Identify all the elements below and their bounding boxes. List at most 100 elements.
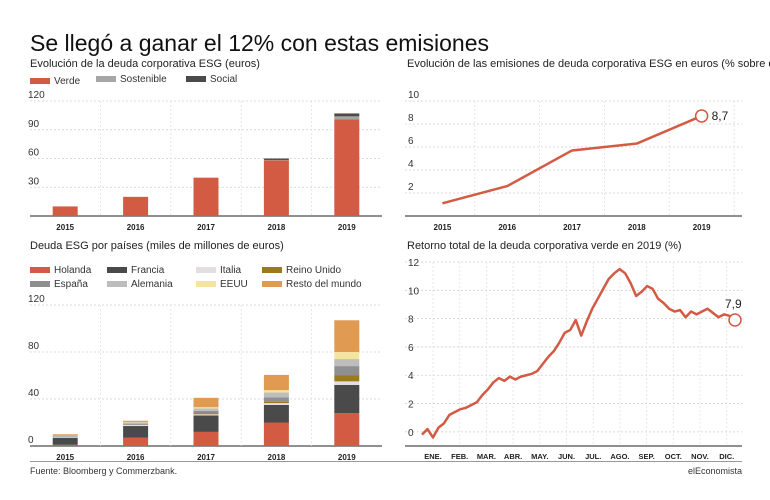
bar-resto-del-mundo-2019 — [334, 320, 360, 352]
x-tick-label: ENE. — [424, 452, 442, 461]
legend-swatch-eeuu — [196, 281, 216, 287]
x-tick-label: 2016 — [127, 223, 145, 232]
x-tick-label: JUN. — [558, 452, 575, 461]
y-tick-label: 4 — [408, 159, 414, 170]
last-value-label: 7,9 — [725, 297, 742, 311]
chart-title-green-return: Retorno total de la deuda corporativa ve… — [407, 240, 682, 252]
legend-label: Italia — [220, 265, 242, 276]
x-tick-label: 2017 — [197, 453, 215, 462]
x-tick-label: MAY. — [531, 452, 548, 461]
x-tick-label: OCT. — [665, 452, 682, 461]
bar-españa-2017 — [193, 410, 219, 414]
bar-españa-2016 — [123, 423, 149, 425]
y-tick-label: 30 — [28, 176, 40, 187]
chart-title-country: Deuda ESG por países (miles de millones … — [30, 240, 284, 252]
x-tick-label: MAR. — [477, 452, 496, 461]
x-tick-label: 2015 — [56, 223, 74, 232]
legend-label: Sostenible — [120, 74, 167, 85]
legend-swatch-francia — [107, 267, 127, 273]
bar-alemania-2016 — [123, 422, 149, 424]
series-line-esg-share — [442, 114, 703, 205]
x-tick-label: NOV. — [691, 452, 709, 461]
bar-italia-2016 — [123, 424, 149, 427]
x-tick-label: 2016 — [127, 453, 145, 462]
y-tick-label: 120 — [28, 90, 45, 101]
y-tick-label: 40 — [28, 388, 40, 399]
bar-italia-2015 — [52, 437, 78, 438]
legend-label: Verde — [54, 76, 81, 87]
bar-eeuu-2019 — [334, 352, 360, 360]
y-tick-label: 4 — [408, 371, 414, 382]
bar-verde-2015 — [52, 206, 78, 216]
y-tick-label: 120 — [28, 294, 45, 305]
bar-resto-del-mundo-2017 — [193, 397, 219, 408]
x-tick-label: 2015 — [56, 453, 74, 462]
x-tick-label: 2019 — [338, 453, 356, 462]
legend-label: Francia — [131, 265, 165, 276]
bar-holanda-2018 — [263, 422, 289, 446]
y-tick-label: 90 — [28, 119, 40, 130]
last-point-marker — [694, 109, 709, 123]
page-title: Se llegó a ganar el 12% con estas emisio… — [30, 30, 490, 56]
x-tick-label: FEB. — [451, 452, 468, 461]
y-tick-label: 12 — [408, 258, 420, 269]
x-tick-label: SEP. — [639, 452, 655, 461]
x-tick-label: 2016 — [498, 223, 516, 232]
legend-swatch-verde — [30, 78, 50, 84]
bar-resto-del-mundo-2015 — [52, 434, 78, 436]
legend-label: Holanda — [54, 265, 92, 276]
y-tick-label: 80 — [28, 341, 40, 352]
legend-swatch-holanda — [30, 267, 50, 273]
bar-social-2018 — [263, 158, 289, 160]
bar-verde-2018 — [263, 160, 289, 216]
bar-reino-unido-2018 — [263, 401, 289, 404]
bar-holanda-2017 — [193, 431, 219, 446]
legend-swatch-alemania — [107, 281, 127, 287]
legend-label: EEUU — [220, 279, 248, 290]
bar-españa-2015 — [52, 436, 78, 438]
bar-resto-del-mundo-2018 — [263, 374, 289, 391]
legend-swatch-reino-unido — [262, 267, 282, 273]
y-tick-label: 6 — [408, 136, 414, 147]
legend-swatch-social — [186, 76, 206, 82]
x-tick-label: DIC. — [719, 452, 734, 461]
bar-alemania-2017 — [193, 408, 219, 411]
y-tick-label: 8 — [408, 113, 414, 124]
legend-swatch-italia — [196, 267, 216, 273]
brand-logo: elEconomista — [687, 466, 742, 476]
legend-swatch-españa — [30, 281, 50, 287]
bar-francia-2019 — [334, 384, 360, 414]
y-tick-label: 6 — [408, 343, 414, 354]
bar-verde-2017 — [193, 177, 219, 216]
last-point-marker — [728, 313, 742, 327]
bar-alemania-2019 — [334, 359, 360, 367]
bar-italia-2019 — [334, 381, 360, 385]
x-tick-label: 2018 — [628, 223, 646, 232]
bar-verde-2016 — [123, 196, 149, 216]
bar-reino-unido-2019 — [334, 375, 360, 382]
y-tick-label: 10 — [408, 286, 420, 297]
legend-label: España — [54, 279, 88, 290]
y-tick-label: 0 — [28, 435, 34, 446]
x-tick-label: 2019 — [693, 223, 711, 232]
bar-alemania-2018 — [263, 392, 289, 398]
legend-swatch-resto-del-mundo — [262, 281, 282, 287]
bar-holanda-2016 — [123, 437, 149, 446]
bar-italia-2017 — [193, 414, 219, 416]
legend-label: Alemania — [131, 279, 173, 290]
x-tick-label: 2017 — [197, 223, 215, 232]
x-tick-label: 2018 — [268, 223, 286, 232]
y-tick-label: 2 — [408, 182, 414, 193]
y-tick-label: 10 — [408, 90, 420, 101]
series-line-green-return — [421, 267, 736, 439]
legend-label: Resto del mundo — [286, 279, 362, 290]
bar-reino-unido-2017 — [193, 413, 219, 415]
divider — [30, 461, 742, 462]
x-tick-label: JUL. — [585, 452, 601, 461]
bar-españa-2018 — [263, 397, 289, 402]
y-tick-label: 8 — [408, 315, 414, 326]
x-tick-label: AGO. — [610, 452, 629, 461]
bar-sostenible-2019 — [334, 116, 360, 120]
x-tick-label: 2017 — [563, 223, 581, 232]
